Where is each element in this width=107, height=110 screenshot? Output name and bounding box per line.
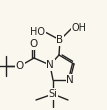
Text: B: B <box>56 35 64 45</box>
Text: N: N <box>66 75 74 85</box>
Text: O: O <box>30 39 38 49</box>
Text: O: O <box>16 61 24 71</box>
Text: N: N <box>46 60 54 70</box>
Text: HO: HO <box>30 27 45 37</box>
Text: OH: OH <box>72 23 87 33</box>
Text: Si: Si <box>49 89 57 99</box>
